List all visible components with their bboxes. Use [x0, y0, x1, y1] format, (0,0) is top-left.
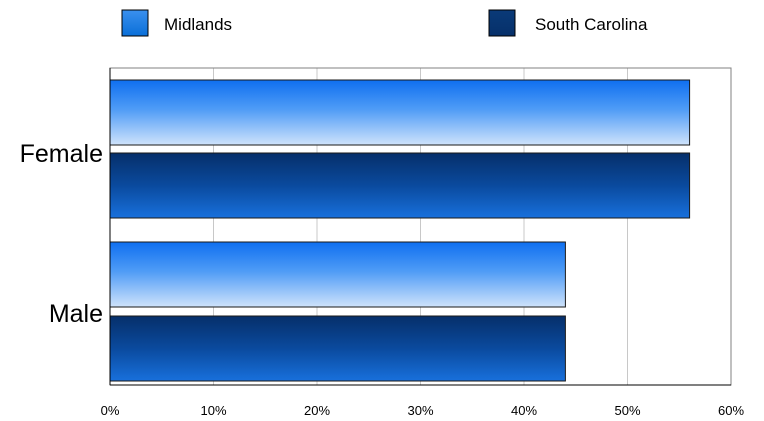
legend-swatch-south-carolina	[488, 9, 516, 37]
x-tick-label: 50%	[614, 403, 640, 418]
bar-male-midlands	[109, 241, 566, 308]
bars	[109, 79, 691, 382]
x-tick-label: 10%	[200, 403, 226, 418]
legend-label-south-carolina: South Carolina	[535, 15, 648, 34]
legend-label-midlands: Midlands	[164, 15, 232, 34]
legend-item-south-carolina: South Carolina	[488, 9, 648, 37]
x-tick-label: 0%	[101, 403, 120, 418]
x-tick-label: 30%	[407, 403, 433, 418]
x-tick-labels: 0% 10% 20% 30% 40% 50% 60%	[101, 403, 745, 418]
x-tick-label: 60%	[718, 403, 744, 418]
legend: Midlands South Carolina	[121, 9, 648, 37]
x-tick-label: 20%	[304, 403, 330, 418]
legend-item-midlands: Midlands	[121, 9, 232, 37]
legend-swatch-midlands	[121, 9, 149, 37]
category-label-female: Female	[20, 140, 103, 168]
x-tick-label: 40%	[511, 403, 537, 418]
category-label-male: Male	[49, 300, 103, 328]
bar-female-midlands	[109, 79, 691, 146]
bar-female-south-carolina	[109, 152, 691, 219]
category-labels: Female Male	[20, 140, 103, 328]
bar-male-south-carolina	[109, 315, 566, 382]
